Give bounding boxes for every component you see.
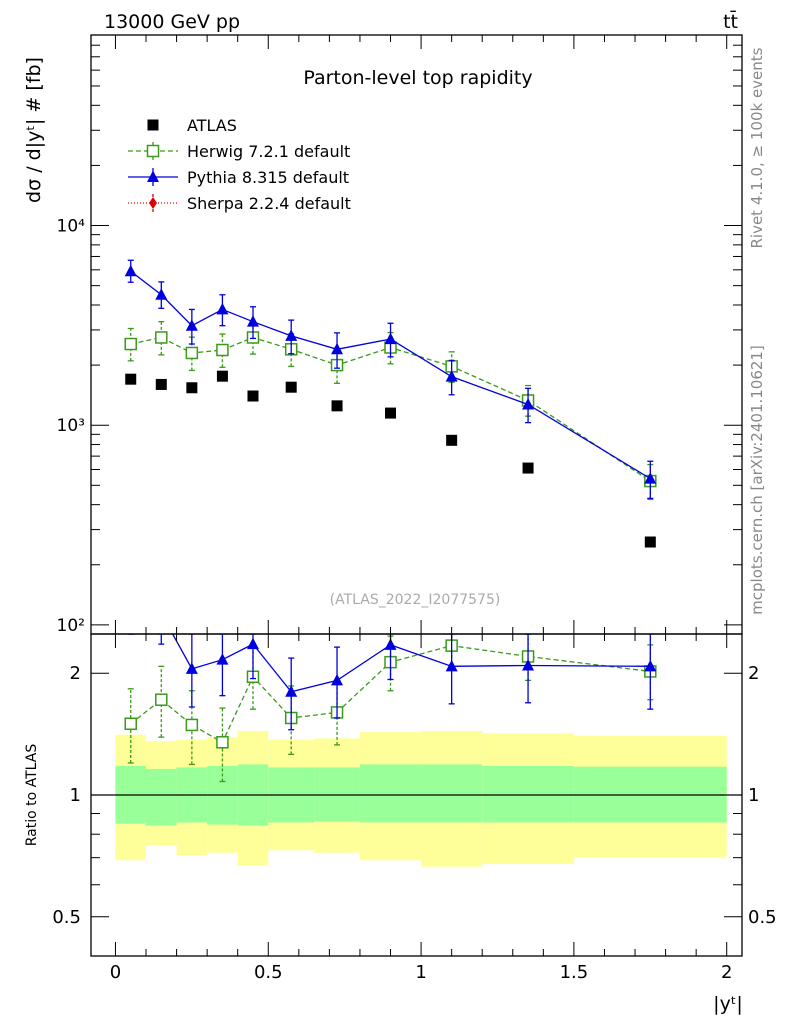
herwig-ratio-point	[155, 693, 168, 706]
ratio-tick-label-left: 2	[70, 663, 81, 684]
pythia-ratio-point	[185, 662, 198, 674]
pythia-ratio-point	[331, 673, 344, 686]
atlas-data-point	[125, 373, 137, 385]
inner-band-segment	[421, 764, 483, 823]
ratio-plot-frame	[90, 633, 743, 957]
atlas-data-point	[155, 378, 167, 390]
herwig-ratio-point	[216, 736, 229, 749]
atlas-data-point	[247, 390, 259, 402]
x-tick-label: 0.5	[254, 962, 283, 983]
x-tick-label: 1	[415, 962, 426, 983]
herwig-ratio-point	[185, 718, 199, 732]
pythia-point	[285, 329, 298, 341]
pythia-ratio-point	[384, 638, 397, 650]
sherpa-legend-marker	[149, 197, 157, 209]
sherpa-legend-label: Sherpa 2.2.4 default	[187, 194, 351, 213]
ratio-plot-panel: 0.5 0.5 1 1 2 2 0 0.5 1 1.5 2 Ratio to ATLAS |yᵗ|	[24, 633, 777, 1015]
pythia-ratio-point	[216, 653, 229, 665]
inner-band-segment	[146, 768, 177, 826]
pythia-ratio-point	[246, 637, 259, 650]
inner-band-segment	[482, 765, 574, 823]
ratio-tick-label-left: 0.5	[52, 907, 81, 928]
ratio-axis-ticks: 0.5 0.5 1 1 2 2 0 0.5 1 1.5 2	[52, 634, 777, 983]
y-axis-label: dσ / d|yᵗ| # [fb]	[23, 57, 45, 203]
ratio-tick-label-right: 1	[748, 785, 759, 806]
process-label: tt̄	[723, 9, 738, 33]
atlas-data-point	[331, 400, 343, 412]
herwig-legend-marker	[146, 144, 160, 158]
legend: ATLAS Herwig 7.2.1 default Pythia 8.315 de…	[128, 116, 351, 213]
pythia-point	[331, 342, 344, 355]
ratio-uncertainty-bands	[115, 730, 727, 867]
pythia-ratio-group	[127, 634, 657, 731]
y-tick-label: 10²	[57, 616, 85, 636]
main-axis-ticks: 10² 10³ 10⁴	[57, 34, 742, 636]
ratio-tick-label-right: 2	[748, 663, 759, 684]
energy-label: 13000 GeV pp	[104, 11, 240, 33]
pythia-point	[185, 319, 198, 331]
mcplots-label: mcplots.cern.ch [arXiv:2401.10621]	[748, 345, 766, 615]
pythia-point	[384, 332, 397, 345]
pythia-point	[246, 315, 259, 327]
main-series-layer	[124, 259, 657, 548]
ratio-series-layer	[124, 634, 657, 783]
x-tick-label: 2	[721, 962, 732, 983]
pythia-ratio-point	[522, 658, 535, 671]
analysis-label: (ATLAS_2022_I2077575)	[330, 592, 501, 608]
y-tick-label: 10⁴	[57, 217, 86, 237]
x-tick-label: 0	[110, 962, 121, 983]
pythia-legend-label: Pythia 8.315 default	[187, 168, 349, 187]
atlas-data-point	[385, 407, 397, 419]
herwig-ratio-point	[124, 717, 137, 731]
atlas-legend-marker	[147, 119, 159, 131]
ratio-tick-label-right: 0.5	[748, 907, 777, 928]
pythia-legend-marker	[147, 170, 159, 182]
pythia-point	[644, 472, 657, 484]
atlas-data-point	[186, 382, 198, 394]
pythia-ratio-point	[445, 659, 458, 672]
herwig-point	[124, 337, 137, 351]
pythia-ratio-point	[285, 685, 298, 697]
herwig-point	[155, 331, 168, 344]
pythia-ratio-clipped	[127, 634, 657, 731]
ratio-y-axis-label: Ratio to ATLAS	[24, 744, 40, 847]
pythia-point	[155, 288, 168, 300]
pythia-point	[445, 370, 458, 382]
ratio-tick-label-left: 1	[70, 785, 81, 806]
pythia-point	[522, 397, 535, 410]
main-plot-panel: 10² 10³ 10⁴ Parton-level top rapidity (ATL…	[23, 34, 743, 636]
pythia-line	[130, 270, 651, 480]
pythia-point	[216, 302, 229, 315]
atlas-data-point	[522, 462, 534, 474]
plot-title: Parton-level top rapidity	[303, 67, 532, 89]
atlas-data-point	[285, 381, 297, 393]
rivet-label: Rivet 4.1.0, ≥ 100k events	[748, 47, 766, 248]
pythia-ratio-point	[644, 659, 657, 672]
atlas-data-point	[644, 536, 656, 548]
atlas-data-point	[216, 370, 228, 382]
atlas-legend-label: ATLAS	[187, 116, 237, 135]
atlas-data-point	[446, 434, 458, 446]
inner-band-segment	[359, 764, 422, 823]
herwig-point	[216, 343, 229, 357]
y-tick-label: 10³	[57, 416, 85, 436]
pythia-point	[124, 264, 137, 277]
herwig-point	[185, 346, 199, 360]
x-axis-label: |yᵗ|	[713, 993, 743, 1015]
x-tick-label: 1.5	[560, 962, 589, 983]
herwig-legend-label: Herwig 7.2.1 default	[187, 142, 350, 161]
